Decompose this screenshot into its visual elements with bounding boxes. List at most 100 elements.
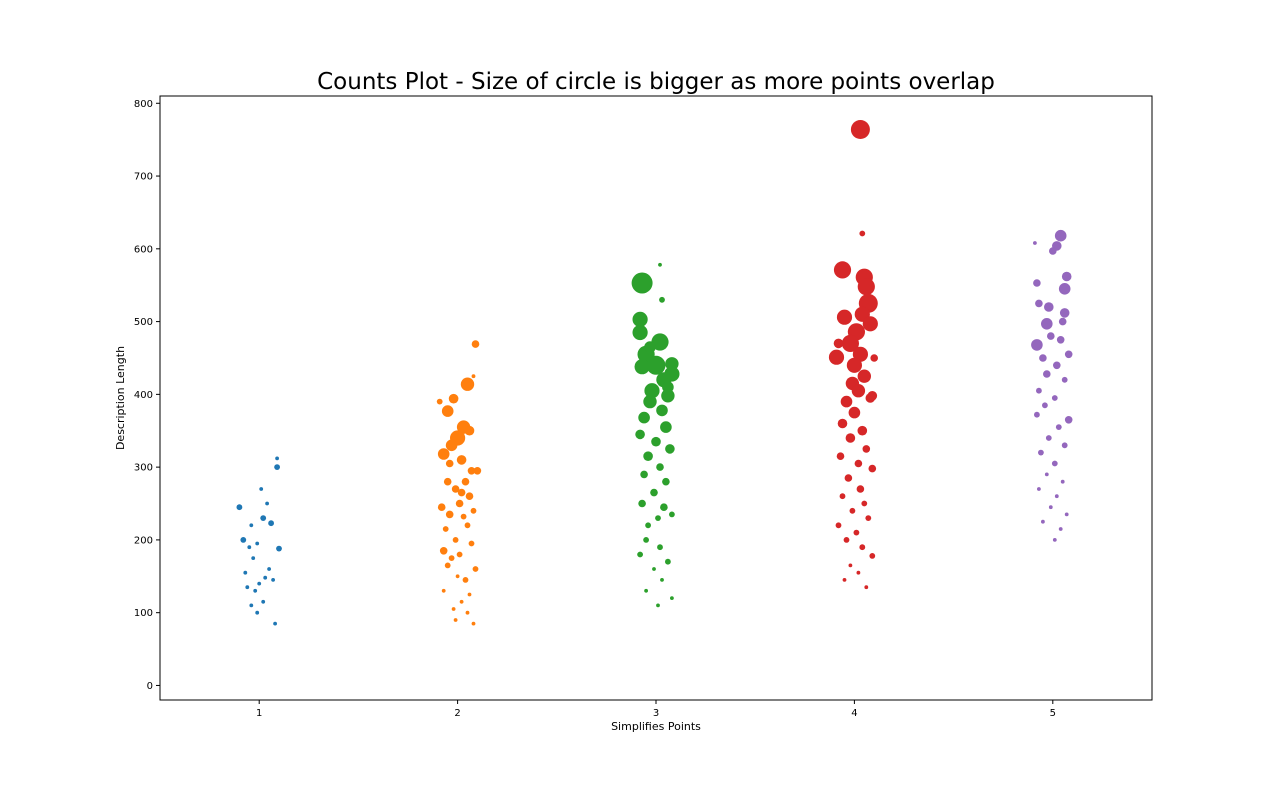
scatter-point	[854, 459, 863, 468]
scatter-point	[656, 603, 660, 608]
scatter-point	[849, 507, 856, 514]
x-tick-label: 3	[653, 708, 659, 719]
scatter-point	[857, 369, 871, 383]
scatter-point	[1048, 505, 1053, 510]
scatter-point	[650, 488, 658, 497]
scatter-point	[864, 585, 869, 590]
scatter-point	[856, 570, 861, 575]
scatter-point	[631, 272, 653, 294]
scatter-point	[1056, 336, 1065, 344]
scatter-point	[842, 578, 847, 582]
scatter-point	[456, 551, 463, 558]
scatter-point	[455, 574, 460, 579]
scatter-point	[665, 444, 675, 454]
scatter-point	[437, 448, 450, 460]
scatter-point	[1038, 449, 1044, 456]
scatter-point	[253, 588, 258, 593]
scatter-point	[861, 500, 868, 507]
scatter-point	[257, 581, 262, 586]
scatter-point	[1042, 402, 1048, 409]
scatter-point	[1044, 302, 1054, 312]
scatter-point	[1033, 241, 1037, 245]
scatter-point	[451, 607, 456, 611]
scatter-point	[460, 377, 475, 391]
scatter-point	[646, 355, 666, 375]
scatter-point	[868, 464, 877, 473]
scatter-point	[655, 515, 661, 521]
scatter-point	[255, 541, 260, 546]
scatter-point	[665, 558, 671, 565]
scatter-point	[859, 544, 866, 551]
scatter-point	[1060, 479, 1065, 484]
scatter-point	[665, 357, 679, 371]
scatter-point	[652, 567, 656, 571]
scatter-point	[1036, 387, 1042, 394]
scatter-point	[660, 503, 668, 512]
scatter-point	[461, 477, 470, 486]
scatter-point	[249, 603, 254, 608]
scatter-point	[870, 354, 878, 362]
x-axis: 1 2 3 4 5	[256, 700, 1056, 719]
x-tick-label: 4	[851, 708, 857, 719]
scatter-point	[660, 578, 664, 582]
scatter-point	[267, 567, 271, 571]
y-tick-label: 600	[134, 244, 153, 255]
scatter-point	[448, 555, 455, 561]
scatter-point	[245, 585, 250, 590]
scatter-point	[857, 425, 868, 436]
scatter-point	[260, 515, 267, 521]
scatter-point	[1064, 512, 1069, 517]
scatter-point	[1052, 538, 1057, 542]
scatter-point	[470, 507, 477, 514]
scatter-point	[643, 394, 657, 409]
scatter-point	[274, 464, 280, 470]
scatter-point	[1043, 370, 1051, 378]
scatter-point	[635, 429, 645, 440]
scatter-point	[843, 537, 850, 543]
scatter-point	[457, 488, 466, 497]
scatter-point	[833, 261, 852, 279]
scatter-point	[464, 522, 471, 529]
scatter-point	[645, 522, 651, 529]
y-tick-label: 700	[134, 172, 153, 183]
scatter-point	[243, 570, 248, 575]
scatter-point	[455, 499, 464, 508]
scatter-point	[862, 316, 878, 332]
scatter-point	[841, 334, 860, 352]
scatter-point	[670, 596, 674, 600]
scatter-point	[643, 451, 653, 462]
scatter-point	[453, 618, 458, 622]
scatter-point	[1061, 442, 1068, 449]
scatter-point	[867, 391, 878, 401]
y-tick-label: 400	[134, 390, 153, 401]
scatter-point	[656, 404, 668, 417]
points-layer	[236, 120, 1073, 626]
scatter-point	[451, 485, 460, 493]
scatter-point	[459, 599, 464, 604]
scatter-point	[836, 452, 845, 461]
scatter-point	[445, 439, 458, 452]
scatter-point	[669, 511, 675, 518]
scatter-point	[439, 547, 448, 555]
chart-title: Counts Plot - Size of circle is bigger a…	[317, 69, 995, 95]
scatter-point	[1033, 279, 1041, 287]
y-tick-label: 0	[147, 681, 153, 692]
scatter-point	[265, 501, 269, 506]
y-tick-label: 500	[134, 317, 153, 328]
scatter-point	[456, 455, 467, 465]
scatter-point	[859, 230, 866, 237]
scatter-point	[658, 262, 662, 267]
scatter-point	[268, 520, 274, 527]
scatter-point	[662, 477, 670, 486]
scatter-point	[1064, 350, 1073, 359]
scatter-point	[1041, 519, 1045, 524]
scatter-point	[444, 562, 451, 569]
y-tick-label: 100	[134, 608, 153, 619]
scatter-point	[638, 499, 646, 508]
scatter-point	[848, 406, 861, 419]
scatter-point	[850, 120, 870, 139]
scatter-point	[836, 309, 853, 325]
scatter-point	[261, 599, 266, 604]
scatter-point	[275, 456, 279, 461]
